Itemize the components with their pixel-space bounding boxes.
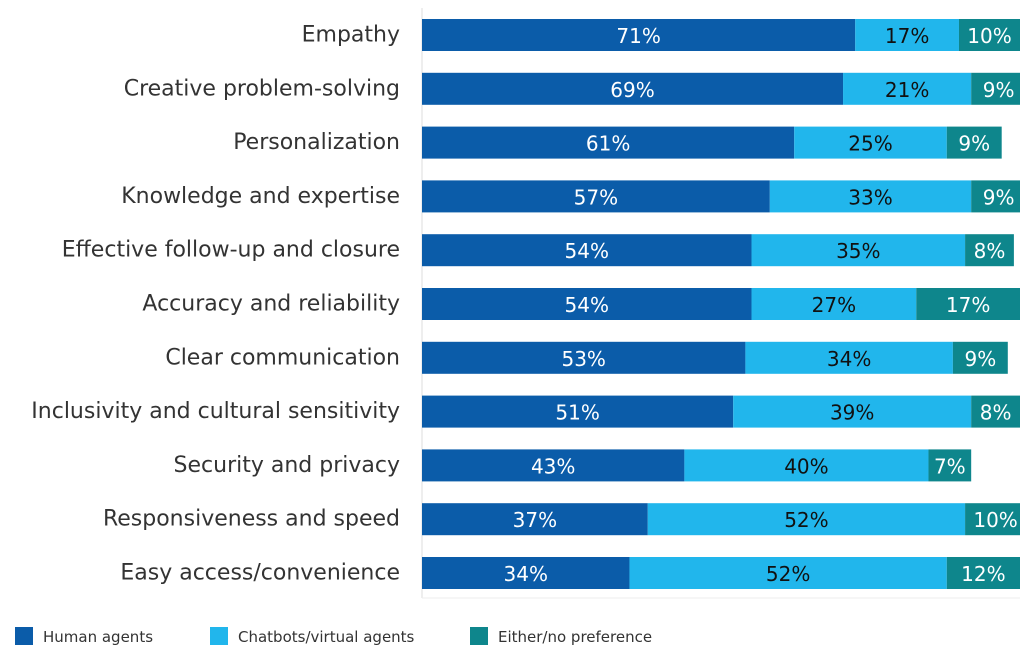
category-label: Empathy [302,23,400,48]
bar-segment [422,126,795,159]
category-label: Knowledge and expertise [121,184,400,209]
bar-segment [928,449,972,482]
bar-segment [946,557,1020,589]
bar-segment [916,288,1020,320]
bar-segment [769,180,972,213]
value-label: 34% [827,347,871,371]
value-label: 52% [766,562,810,586]
bar-segment [629,557,947,589]
value-label: 25% [848,132,892,156]
bar-segment [843,72,972,105]
bar-segment [946,126,1002,159]
value-label: 35% [836,239,880,263]
bar-segment [422,72,844,105]
value-label: 12% [961,562,1005,586]
bar-segment [422,234,752,267]
value-label: 33% [848,185,892,209]
bar-segment [745,341,953,374]
value-label: 54% [565,293,609,317]
category-label: Accuracy and reliability [142,292,400,317]
legend-label: Human agents [43,628,153,646]
legend-swatch [15,627,33,645]
bar-segment [422,288,752,320]
value-label: 61% [586,132,630,156]
value-label: 9% [964,347,996,371]
category-label: Clear communication [165,345,400,370]
bar-segment [965,503,1020,536]
bar-segment [965,234,1014,267]
value-label: 8% [980,401,1012,425]
value-label: 54% [565,239,609,263]
bar-segment [422,19,856,51]
category-label: Security and privacy [174,453,400,478]
category-label: Responsiveness and speed [103,507,400,532]
bar-segment [971,72,1020,105]
bar-segment [422,395,734,428]
legend-label: Chatbots/virtual agents [238,628,415,646]
bar-segment [422,180,770,213]
value-label: 53% [561,347,605,371]
legend-label: Either/no preference [498,628,652,646]
bar-segment [751,234,966,267]
value-label: 71% [616,24,660,48]
category-label: Personalization [233,130,400,155]
bar-segment [958,19,1020,51]
legend-swatch [210,627,228,645]
bar-segment [733,395,972,428]
value-label: 17% [946,293,990,317]
category-label: Inclusivity and cultural sensitivity [31,399,400,424]
value-label: 10% [973,508,1017,532]
bar-segment [794,126,947,159]
value-label: 9% [983,185,1015,209]
value-label: 27% [812,293,856,317]
value-label: 37% [513,508,557,532]
value-label: 51% [555,401,599,425]
bar-segment [952,341,1008,374]
value-label: 40% [784,454,828,478]
bar-segment [684,449,929,482]
value-label: 52% [784,508,828,532]
bar-segment [422,449,685,482]
bar-segment [647,503,966,536]
category-label: Creative problem-solving [124,76,400,101]
value-label: 39% [830,401,874,425]
value-label: 21% [885,78,929,102]
value-label: 9% [983,78,1015,102]
bar-segment [971,180,1020,213]
value-label: 69% [610,78,654,102]
bar-segment [422,503,648,536]
value-label: 10% [967,24,1011,48]
bar-segment [971,395,1020,428]
category-label: Effective follow-up and closure [62,238,400,263]
value-label: 17% [885,24,929,48]
value-label: 7% [934,454,966,478]
value-label: 43% [531,454,575,478]
bar-segment [422,341,746,374]
bar-segment [855,19,959,51]
legend-swatch [470,627,488,645]
bar-segment [751,288,917,320]
category-label: Easy access/convenience [120,561,400,586]
value-label: 9% [958,132,990,156]
value-label: 34% [504,562,548,586]
value-label: 8% [974,239,1006,263]
value-label: 57% [574,185,618,209]
bar-segment [422,557,630,589]
